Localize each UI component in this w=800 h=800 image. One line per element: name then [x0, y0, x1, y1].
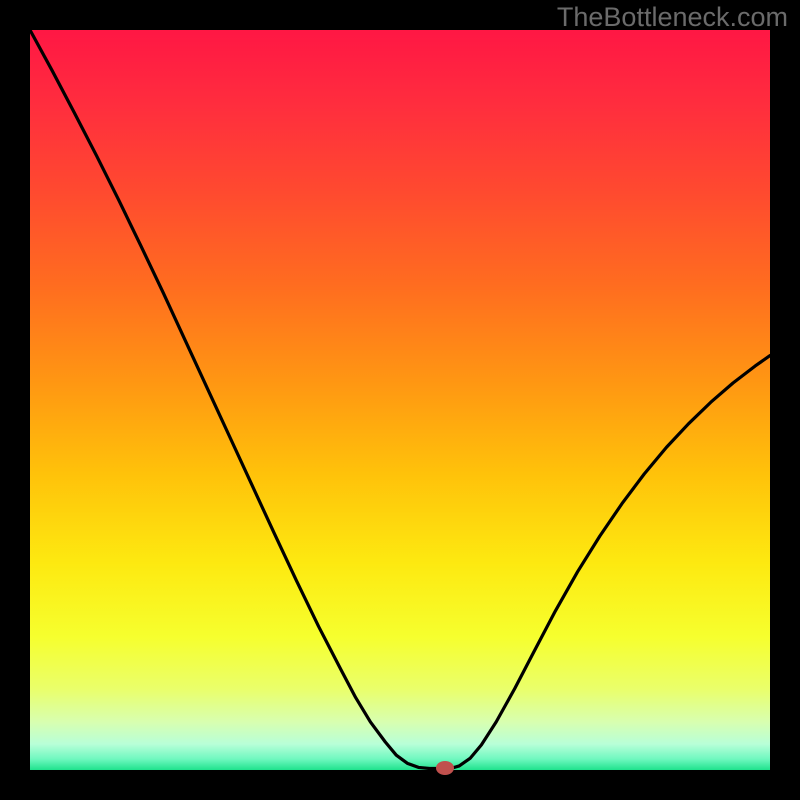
optimal-point-marker [436, 761, 454, 775]
plot-background [30, 30, 770, 770]
chart-container: TheBottleneck.com [0, 0, 800, 800]
chart-svg [0, 0, 800, 800]
